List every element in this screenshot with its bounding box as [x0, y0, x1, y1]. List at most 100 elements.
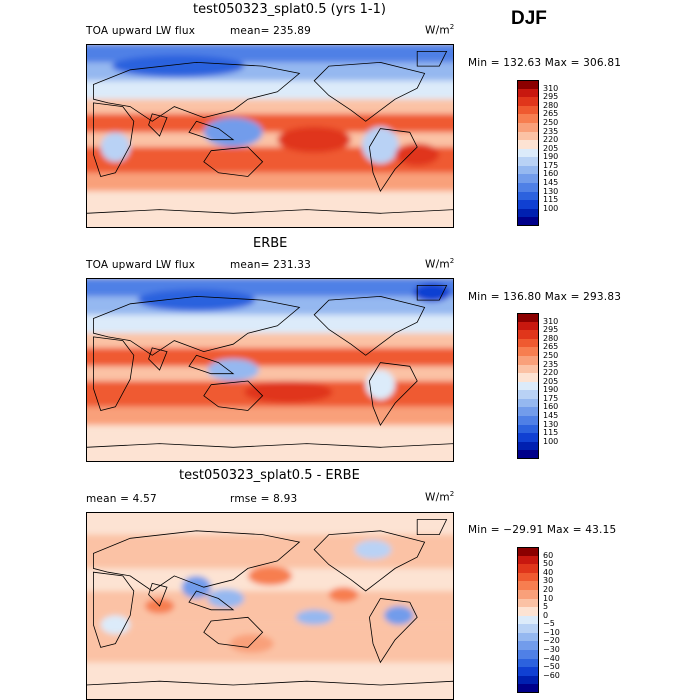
panel-2-variable-label: TOA upward LW flux	[86, 259, 196, 271]
colorbar-swatch	[517, 105, 539, 115]
colorbar-tick-label: 0	[543, 610, 549, 620]
colorbar-swatch	[517, 381, 539, 391]
colorbar-tick-label: 190	[543, 152, 559, 162]
colorbar-swatch	[517, 183, 539, 193]
colorbar-tick-label: 130	[543, 186, 559, 196]
colorbar-tick-label: 130	[543, 419, 559, 429]
panel-1-map	[86, 44, 454, 228]
colorbar-swatch	[517, 564, 539, 574]
colorbar-swatch	[517, 157, 539, 167]
panel-2-mean: mean= 231.33	[230, 259, 312, 271]
colorbar-swatch	[517, 217, 539, 227]
panel-3-rmse: rmse = 8.93	[230, 493, 298, 505]
colorbar-tick-label: 100	[543, 203, 559, 213]
colorbar-swatch	[517, 615, 539, 625]
colorbar-swatch	[517, 208, 539, 218]
colorbar-tick-label: 160	[543, 169, 559, 179]
colorbar-swatch	[517, 131, 539, 141]
colorbar-swatch	[517, 433, 539, 443]
colorbar-swatch	[517, 650, 539, 660]
colorbar-tick-label: 310	[543, 83, 559, 93]
colorbar-tick-label: 280	[543, 100, 559, 110]
colorbar-swatch	[517, 122, 539, 132]
colorbar-tick-label: 115	[543, 428, 559, 438]
colorbar-tick-label: 220	[543, 135, 559, 145]
colorbar-tick-label: 100	[543, 436, 559, 446]
colorbar-tick-label: 40	[543, 567, 554, 577]
colorbar-tick-label: 280	[543, 333, 559, 343]
colorbar-frame	[517, 313, 539, 459]
colorbar-swatch	[517, 607, 539, 617]
colorbar-swatch	[517, 191, 539, 201]
colorbar-tick-label: 235	[543, 359, 559, 369]
colorbar-tick-label: −50	[543, 662, 560, 672]
colorbar-tick-label: 50	[543, 559, 554, 569]
colorbar-swatch	[517, 364, 539, 374]
colorbar-swatch	[517, 407, 539, 417]
colorbar-swatch	[517, 373, 539, 383]
colorbar-tick-label: −60	[543, 670, 560, 680]
colorbar-tick-label: 175	[543, 160, 559, 170]
panel-1-mean: mean= 235.89	[230, 25, 312, 37]
colorbar-swatch	[517, 589, 539, 599]
colorbar-swatch	[517, 313, 539, 322]
colorbar-swatch	[517, 174, 539, 184]
panel-1-minmax: Min = 132.63 Max = 306.81	[468, 57, 622, 69]
colorbar-tick-label: 250	[543, 117, 559, 127]
colorbar-swatch	[517, 97, 539, 107]
colorbar-swatch	[517, 675, 539, 685]
colorbar-tick-label: 310	[543, 316, 559, 326]
colorbar-swatch	[517, 555, 539, 565]
colorbar-swatch	[517, 641, 539, 651]
colorbar-tick-label: 160	[543, 402, 559, 412]
panel-1-variable-label: TOA upward LW flux	[86, 25, 196, 37]
panel-2-colorbar: 310 295 280 265 250 235 220 205 190 175 160 145 130 1…	[517, 313, 597, 460]
colorbar-swatch	[517, 441, 539, 451]
colorbar-tick-label: 20	[543, 584, 554, 594]
panel-3-mean: mean = 4.57	[86, 493, 157, 505]
colorbar-tick-label: 10	[543, 593, 554, 603]
colorbar-swatch	[517, 572, 539, 582]
colorbar-tick-label: −40	[543, 653, 560, 663]
colorbar-frame	[517, 547, 539, 693]
panel-3-colorbar: 60 50 40 30 20 10 5 0 −5 −10 −20 −30 −40 −50 −60	[517, 547, 597, 694]
colorbar-tick-label: 115	[543, 195, 559, 205]
panel-1-units: W/m2	[425, 23, 455, 37]
colorbar-tick-label: 205	[543, 143, 559, 153]
colorbar-swatch	[517, 416, 539, 426]
colorbar-swatch	[517, 114, 539, 124]
colorbar-tick-label: −10	[543, 627, 560, 637]
season-label: DJF	[511, 8, 547, 29]
panel-1-colorbar: 310 295 280 265 250 235 220 205 190 175 160 145 130 1…	[517, 80, 597, 227]
colorbar-swatch	[517, 390, 539, 400]
panel-3-map	[86, 512, 454, 700]
colorbar-swatch	[517, 581, 539, 591]
colorbar-tick-label: 295	[543, 325, 559, 335]
panel-3-minmax: Min = −29.91 Max = 43.15	[468, 524, 617, 536]
colorbar-swatch	[517, 88, 539, 98]
colorbar-swatch	[517, 355, 539, 365]
colorbar-swatch	[517, 338, 539, 348]
panel-3-title: test050323_splat0.5 - ERBE	[179, 468, 360, 483]
panel-1-title: test050323_splat0.5 (yrs 1-1)	[193, 2, 386, 17]
colorbar-swatch	[517, 347, 539, 357]
colorbar-swatch	[517, 684, 539, 694]
colorbar-tick-label: 250	[543, 350, 559, 360]
colorbar-tick-label: −5	[543, 619, 555, 629]
colorbar-tick-label: 145	[543, 411, 559, 421]
colorbar-swatch	[517, 165, 539, 175]
panel-2-minmax: Min = 136.80 Max = 293.83	[468, 291, 622, 303]
colorbar-tick-label: 265	[543, 109, 559, 119]
colorbar-swatch	[517, 148, 539, 158]
colorbar-swatch	[517, 658, 539, 668]
colorbar-tick-label: 175	[543, 393, 559, 403]
colorbar-swatch	[517, 140, 539, 150]
colorbar-tick-label: 265	[543, 342, 559, 352]
colorbar-frame	[517, 80, 539, 226]
colorbar-swatch	[517, 424, 539, 434]
colorbar-swatch	[517, 450, 539, 460]
colorbar-tick-label: 235	[543, 126, 559, 136]
colorbar-tick-label: 295	[543, 92, 559, 102]
colorbar-swatch	[517, 330, 539, 340]
colorbar-tick-label: 190	[543, 385, 559, 395]
